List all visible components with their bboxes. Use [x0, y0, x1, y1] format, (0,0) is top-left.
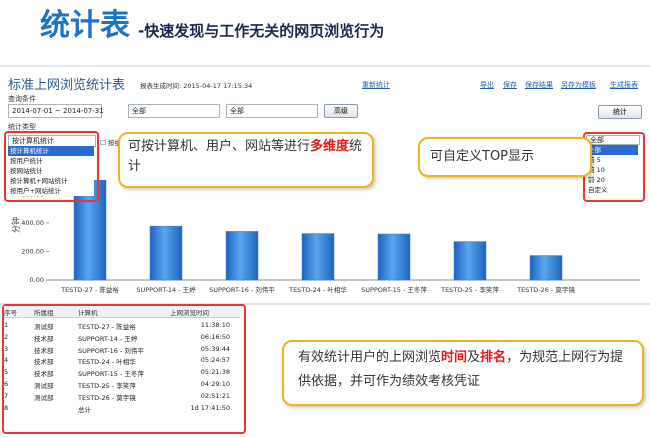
table-cell: 5: [4, 368, 9, 377]
date-range[interactable]: 2014-07-01 ~ 2014-07-31: [8, 104, 104, 118]
bar: [377, 233, 411, 281]
callout-text: 可按计算机、用户、网站等进行: [128, 139, 311, 154]
top-select[interactable]: 全部: [586, 135, 640, 145]
table-cell: 05:39:44: [200, 344, 230, 353]
table-cell: 8: [4, 403, 9, 412]
callout-text: 有效统计用户的上网浏览: [298, 350, 442, 365]
x-tick-label: SUPPORT-15 - 王冬萍: [361, 285, 427, 294]
bar: [301, 233, 335, 281]
toolbar-link[interactable]: 保存结果: [525, 81, 553, 89]
table-cell: 05:21:38: [200, 368, 230, 377]
table-cell: 1d 17:41:50: [190, 403, 230, 412]
top-option[interactable]: 前 5: [586, 155, 638, 165]
top-option[interactable]: 前 10: [586, 165, 638, 175]
top-option[interactable]: 自定义: [586, 185, 638, 195]
table-cell: 3: [4, 344, 9, 353]
x-tick-label: SUPPORT-16 - 刘伟平: [209, 285, 275, 294]
table-cell: 技术部: [34, 334, 54, 343]
report-time: 报表生成时间: 2015-04-17 17:15:34: [140, 82, 253, 90]
type-option[interactable]: 按网站统计: [8, 166, 94, 176]
window-title: 标准上网浏览统计表: [8, 78, 126, 93]
page-subtitle: -快速发现与工作无关的网页浏览行为: [138, 22, 385, 40]
table-cell: 2: [4, 332, 9, 341]
table-cell: SUPPORT-14 - 王婷: [78, 334, 138, 343]
top-option[interactable]: 前 20: [586, 175, 638, 185]
table-cell: 06:16:50: [200, 332, 230, 341]
table-cell: 测试部: [34, 323, 54, 331]
table-cell: SUPPORT-15 - 王冬萍: [78, 370, 144, 379]
callout-text: 及: [467, 350, 481, 365]
type-option[interactable]: 按计算机统计: [8, 146, 94, 156]
y-tick-label: 0.00: [30, 276, 44, 284]
table-cell: 04:29:10: [200, 380, 230, 388]
bar: [453, 241, 487, 281]
toolbar-link[interactable]: 导出: [480, 81, 494, 89]
x-tick-label: TESTD-27 - 陈益裕: [60, 285, 119, 294]
column-header: 上网浏览时间: [170, 309, 209, 317]
filter-select[interactable]: 全部: [226, 104, 318, 118]
y-tick-label: 200.00: [21, 247, 44, 255]
type-option[interactable]: 按计算机+网站统计: [8, 176, 94, 186]
type-option[interactable]: 按用户+网站统计: [8, 186, 94, 196]
callout-text: 统计: [128, 139, 363, 174]
callout-text: 时间: [441, 350, 468, 365]
bar: [529, 255, 563, 281]
callout-text: ，为规范上网行为提供依据，并可作为绩效考核凭证: [298, 350, 624, 389]
table-cell: TESTD-27 - 陈益裕: [78, 323, 136, 331]
x-tick-label: SUPPORT-14 - 王婷: [136, 285, 196, 294]
callout: 可自定义TOP显示: [418, 137, 592, 177]
table-cell: 02:51:21: [200, 391, 230, 400]
callout: 有效统计用户的上网浏览时间及排名，为规范上网行为提供依据，并可作为绩效考核凭证: [282, 340, 644, 406]
table-cell: TESTD-26 - 莫宇镜: [78, 393, 136, 402]
x-tick-label: TESTD-26 - 莫宇镜: [516, 285, 575, 294]
table-cell: 测试部: [34, 382, 54, 390]
table-cell: 测试部: [34, 393, 54, 402]
x-tick-label: TESTD-24 - 叶相华: [288, 285, 347, 294]
table-cell: 技术部: [34, 358, 54, 367]
table-cell: TESTD-25 - 李笑萍: [78, 382, 136, 390]
toolbar-link[interactable]: 重新统计: [362, 81, 390, 89]
table-cell: SUPPORT-16 - 刘伟平: [78, 346, 144, 355]
query-label: 查询条件: [8, 95, 36, 103]
toolbar-link[interactable]: 生成报表: [610, 81, 638, 89]
toolbar-link[interactable]: 另存为模板: [561, 81, 596, 89]
callout: 可按计算机、用户、网站等进行多维度统计: [118, 132, 374, 188]
table-cell: 技术部: [34, 370, 54, 379]
highlight-box: [4, 131, 99, 202]
y-axis-label: 分钟: [11, 217, 21, 233]
table-cell: 7: [4, 391, 9, 400]
column-header: 序号: [4, 309, 17, 317]
bar: [149, 225, 183, 281]
table-cell: 4: [4, 356, 9, 365]
x-tick-label: TESTD-25 - 李笑萍: [440, 285, 499, 294]
table-cell: 1: [4, 321, 9, 329]
run-button[interactable]: 统计: [598, 105, 642, 119]
callout-text: 可自定义TOP显示: [430, 149, 535, 164]
column-header: 所属组: [34, 309, 54, 317]
table-cell: 05:24:57: [200, 356, 230, 365]
callout-text: 多维度: [310, 139, 350, 154]
toolbar-link[interactable]: 保存: [503, 81, 517, 89]
type-label: 统计类型: [8, 123, 36, 131]
table-cell: 6: [4, 380, 9, 388]
column-header: 计算机: [78, 309, 98, 317]
type-option[interactable]: 按用户统计: [8, 156, 94, 166]
highlight-box: [2, 304, 246, 434]
table-cell: 11:38:10: [200, 321, 230, 329]
filter-select[interactable]: 全部: [128, 104, 220, 118]
table-cell: TESTD-24 - 叶相华: [78, 358, 136, 367]
top-option[interactable]: 全部: [586, 145, 638, 155]
bar: [73, 180, 107, 281]
y-tick-label: 400.00: [21, 219, 44, 227]
table-cell: 总计: [78, 405, 91, 414]
bar: [225, 231, 259, 281]
page-title: 统计表: [40, 8, 130, 43]
table-header: [4, 306, 240, 318]
callout-text: 排名: [480, 350, 507, 365]
advanced-button[interactable]: 高级: [324, 104, 358, 118]
table-cell: 技术部: [34, 346, 54, 355]
